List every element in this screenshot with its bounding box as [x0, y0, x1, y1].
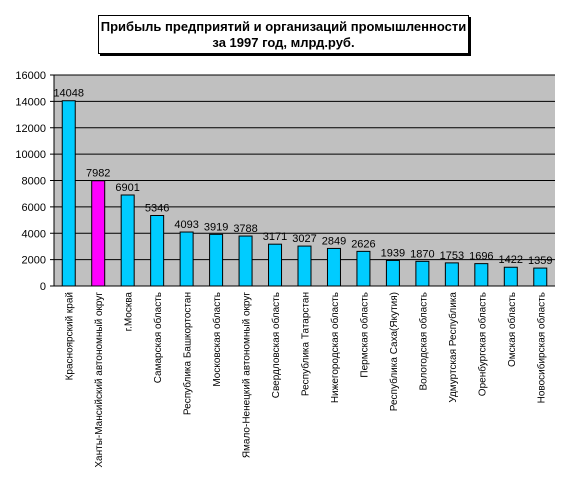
data-label: 3788	[233, 223, 257, 235]
y-tick-label: 10000	[15, 149, 46, 161]
data-label: 3171	[263, 231, 287, 243]
data-label: 1753	[440, 250, 464, 262]
data-label: 1939	[381, 247, 405, 259]
y-tick-label: 0	[40, 281, 46, 293]
y-tick-label: 14000	[15, 96, 46, 108]
bar	[150, 214, 165, 287]
bar	[297, 245, 312, 287]
x-tick-label: Московская область	[211, 292, 223, 387]
chart-title: Прибыль предприятий и организаций промыш…	[98, 15, 469, 54]
bar	[533, 267, 548, 287]
y-tick-label: 6000	[22, 202, 46, 214]
x-axis-labels: Красноярский край Ханты-Мансийский автоно…	[65, 292, 548, 468]
chart-title-line-1: Прибыль предприятий и организаций промыш…	[100, 18, 467, 34]
x-tick-label: Самарская область	[152, 292, 164, 383]
bar	[385, 259, 400, 287]
x-tick-label: Ямало-Ненецкий автономный округ	[242, 292, 253, 459]
bar	[356, 250, 371, 287]
data-label: 1696	[469, 251, 493, 263]
x-tick-label: Ханты-Мансийский автономный округ	[94, 292, 105, 468]
x-tick-label: Свердловская область	[270, 292, 282, 398]
gridlines	[54, 74, 555, 261]
bar	[268, 243, 283, 287]
x-tick-label: Омская область	[506, 292, 518, 367]
data-label: 14048	[53, 88, 84, 100]
bar	[474, 263, 489, 287]
chart-title-line-2: за 1997 год, млрд.руб.	[212, 34, 355, 50]
data-label: 4093	[174, 219, 198, 231]
data-label: 2626	[351, 238, 375, 250]
data-label: 3919	[204, 221, 228, 233]
bar	[209, 233, 224, 287]
x-tick-label: Оренбургская область	[476, 292, 488, 396]
x-tick-label: Республика Саха(Якутия)	[388, 292, 400, 411]
x-tick-label: Новосибирская область	[535, 292, 547, 403]
bar	[179, 231, 194, 287]
y-axis-ticks: 0 2000 4000 6000 8000 10000 12000 14000 16000	[15, 70, 54, 293]
data-label: 5346	[145, 202, 169, 214]
bar	[326, 247, 341, 287]
y-tick-label: 2000	[22, 255, 46, 267]
data-labels: 14048 7982 6901 5346 4093 3919 3788 3171 3027 284…	[53, 88, 552, 267]
y-tick-label: 8000	[22, 176, 46, 188]
bar	[91, 180, 106, 287]
y-tick-label: 12000	[15, 123, 46, 135]
y-tick-label: 4000	[22, 228, 46, 240]
data-label: 3027	[292, 233, 316, 245]
data-label: 1359	[528, 255, 552, 267]
bar	[61, 100, 76, 287]
data-label: 1422	[499, 254, 523, 266]
bar	[444, 262, 459, 287]
x-tick-label: Красноярский край	[65, 292, 76, 380]
data-label: 6901	[115, 182, 139, 194]
bar	[415, 260, 430, 287]
data-label: 2849	[322, 235, 346, 247]
x-tick-label: Нижегородская область	[329, 292, 341, 403]
bar	[238, 235, 253, 287]
bar	[503, 266, 518, 287]
data-label: 1870	[410, 248, 434, 260]
x-tick-label: г.Москва	[124, 292, 135, 332]
x-tick-label: Удмуртская Республика	[447, 292, 459, 403]
x-tick-label: Республика Татарстан	[300, 292, 312, 396]
x-tick-label: Республика Башкортостан	[182, 292, 194, 415]
bar	[120, 194, 135, 287]
x-tick-label: Вологодская область	[417, 292, 429, 391]
data-label: 7982	[86, 168, 110, 180]
x-tick-label: Пермская область	[358, 292, 370, 378]
y-tick-label: 16000	[15, 70, 46, 82]
